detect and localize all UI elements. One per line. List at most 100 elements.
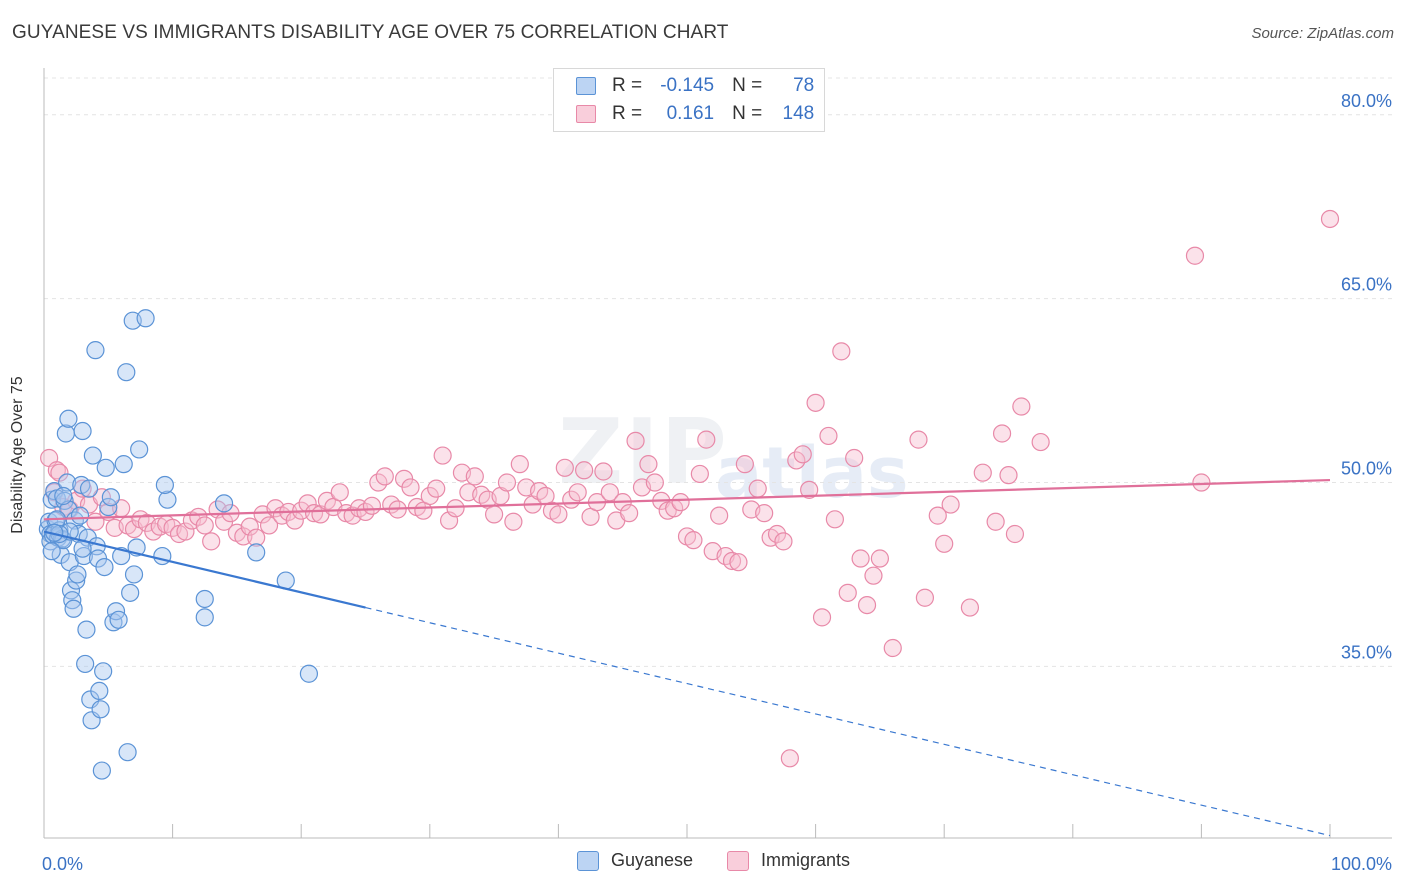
immigrants-point <box>992 424 1012 443</box>
guyanese-point <box>70 506 90 525</box>
immigrants-point <box>935 534 954 553</box>
guyanese-point <box>124 565 144 584</box>
immigrants-point <box>684 531 703 550</box>
x-tick-label-max: 100.0% <box>1331 854 1392 874</box>
y-axis-label: Disability Age Over 75 <box>9 376 26 534</box>
guyanese-point <box>195 608 214 627</box>
guyanese-point <box>114 455 133 474</box>
immigrants-point <box>729 553 748 572</box>
immigrants-point <box>1031 432 1050 452</box>
guyanese-point <box>56 424 75 443</box>
immigrants-point <box>504 512 523 531</box>
immigrants-point <box>851 549 870 568</box>
watermark-zip: ZIP <box>558 400 729 505</box>
immigrants-point <box>549 505 568 524</box>
immigrants-point <box>838 583 857 602</box>
legend-r-label: R = <box>612 75 643 96</box>
guyanese-point <box>77 620 96 639</box>
source-credit: Source: ZipAtlas.com <box>1251 25 1394 42</box>
y-tick-label: 50.0% <box>1341 459 1392 479</box>
immigrants-point <box>176 522 195 541</box>
immigrants-point <box>234 527 253 546</box>
immigrants-point <box>575 461 594 480</box>
immigrants-point <box>465 467 484 486</box>
y-tick-label: 80.0% <box>1341 91 1392 111</box>
guyanese-point <box>195 589 214 609</box>
immigrants-trend-line <box>43 478 1331 521</box>
x-tick-label-min: 0.0% <box>42 854 83 874</box>
legend-item-immigrants[interactable]: Immigrants <box>727 850 850 871</box>
immigrants-point <box>748 479 767 498</box>
immigrants-point <box>697 430 716 449</box>
immigrants-point <box>375 467 394 486</box>
guyanese-point <box>136 309 155 328</box>
immigrants-point <box>1185 246 1205 265</box>
legend-n-label: N = <box>732 75 763 96</box>
immigrants-point <box>626 431 645 450</box>
immigrants-point <box>304 504 324 523</box>
immigrants-point <box>240 517 259 536</box>
legend-label-immigrants: Immigrants <box>761 850 851 870</box>
immigrants-point <box>1192 473 1211 492</box>
guyanese-point <box>73 421 92 441</box>
immigrants-point <box>446 499 465 518</box>
guyanese-point <box>42 542 61 561</box>
immigrants-point <box>671 493 690 512</box>
immigrants-point <box>915 588 935 607</box>
immigrants-point <box>999 466 1018 485</box>
immigrants-point <box>195 516 214 535</box>
guyanese-point <box>117 363 136 382</box>
immigrants-point <box>767 524 787 544</box>
guyanese-point <box>54 486 73 506</box>
legend-r-value-guyanese: -0.145 <box>660 75 715 96</box>
guyanese-point <box>76 654 95 674</box>
guyanese-point <box>94 662 113 681</box>
immigrants-point <box>825 510 844 529</box>
guyanese-point <box>95 557 114 577</box>
immigrants-point <box>819 426 838 446</box>
immigrants-point <box>568 483 587 502</box>
immigrants-point <box>497 473 517 492</box>
guyanese-point <box>155 475 174 495</box>
immigrants-point <box>722 551 742 571</box>
immigrants-point <box>247 528 266 547</box>
guyanese-point <box>118 743 137 762</box>
legend-n-value-immigrants: 148 <box>782 103 815 124</box>
legend-row-guyanese: R = -0.145 N = 78 <box>576 73 814 99</box>
legend-item-guyanese[interactable]: Guyanese <box>577 850 693 871</box>
immigrants-point <box>780 749 799 768</box>
immigrants-point <box>594 462 613 481</box>
immigrants-point <box>362 496 382 515</box>
correlation-legend: R = -0.145 N = 78 R = 0.161 N = 148 <box>553 68 825 132</box>
immigrants-point <box>710 506 729 525</box>
immigrants-point <box>845 448 864 468</box>
guyanese-point <box>90 681 109 701</box>
legend-swatch-guyanese <box>577 850 599 871</box>
guyanese-point <box>121 583 140 602</box>
legend-n-label: N = <box>732 103 763 124</box>
guyanese-point <box>91 700 110 719</box>
guyanese-point <box>79 479 99 498</box>
immigrants-point <box>812 608 832 627</box>
immigrants-point <box>202 532 221 551</box>
y-tick-label: 65.0% <box>1341 275 1392 295</box>
guyanese-point <box>101 488 120 507</box>
guyanese-point <box>68 565 87 584</box>
immigrants-point <box>755 504 774 523</box>
guyanese-point <box>92 761 111 780</box>
immigrants-point <box>510 455 529 474</box>
immigrants-point <box>986 512 1005 531</box>
immigrants-point <box>941 495 960 514</box>
guyanese-point <box>65 511 84 530</box>
immigrants-point <box>793 445 812 464</box>
series-legend: Guyanese Immigrants <box>0 850 1406 878</box>
immigrants-point <box>800 480 819 499</box>
immigrants-point <box>47 461 66 480</box>
immigrants-point <box>420 486 439 506</box>
legend-row-immigrants: R = 0.161 N = 148 <box>576 101 814 127</box>
immigrants-point <box>645 473 664 492</box>
immigrants-point <box>883 638 902 658</box>
immigrants-point <box>401 478 420 497</box>
guyanese-point <box>74 546 93 566</box>
